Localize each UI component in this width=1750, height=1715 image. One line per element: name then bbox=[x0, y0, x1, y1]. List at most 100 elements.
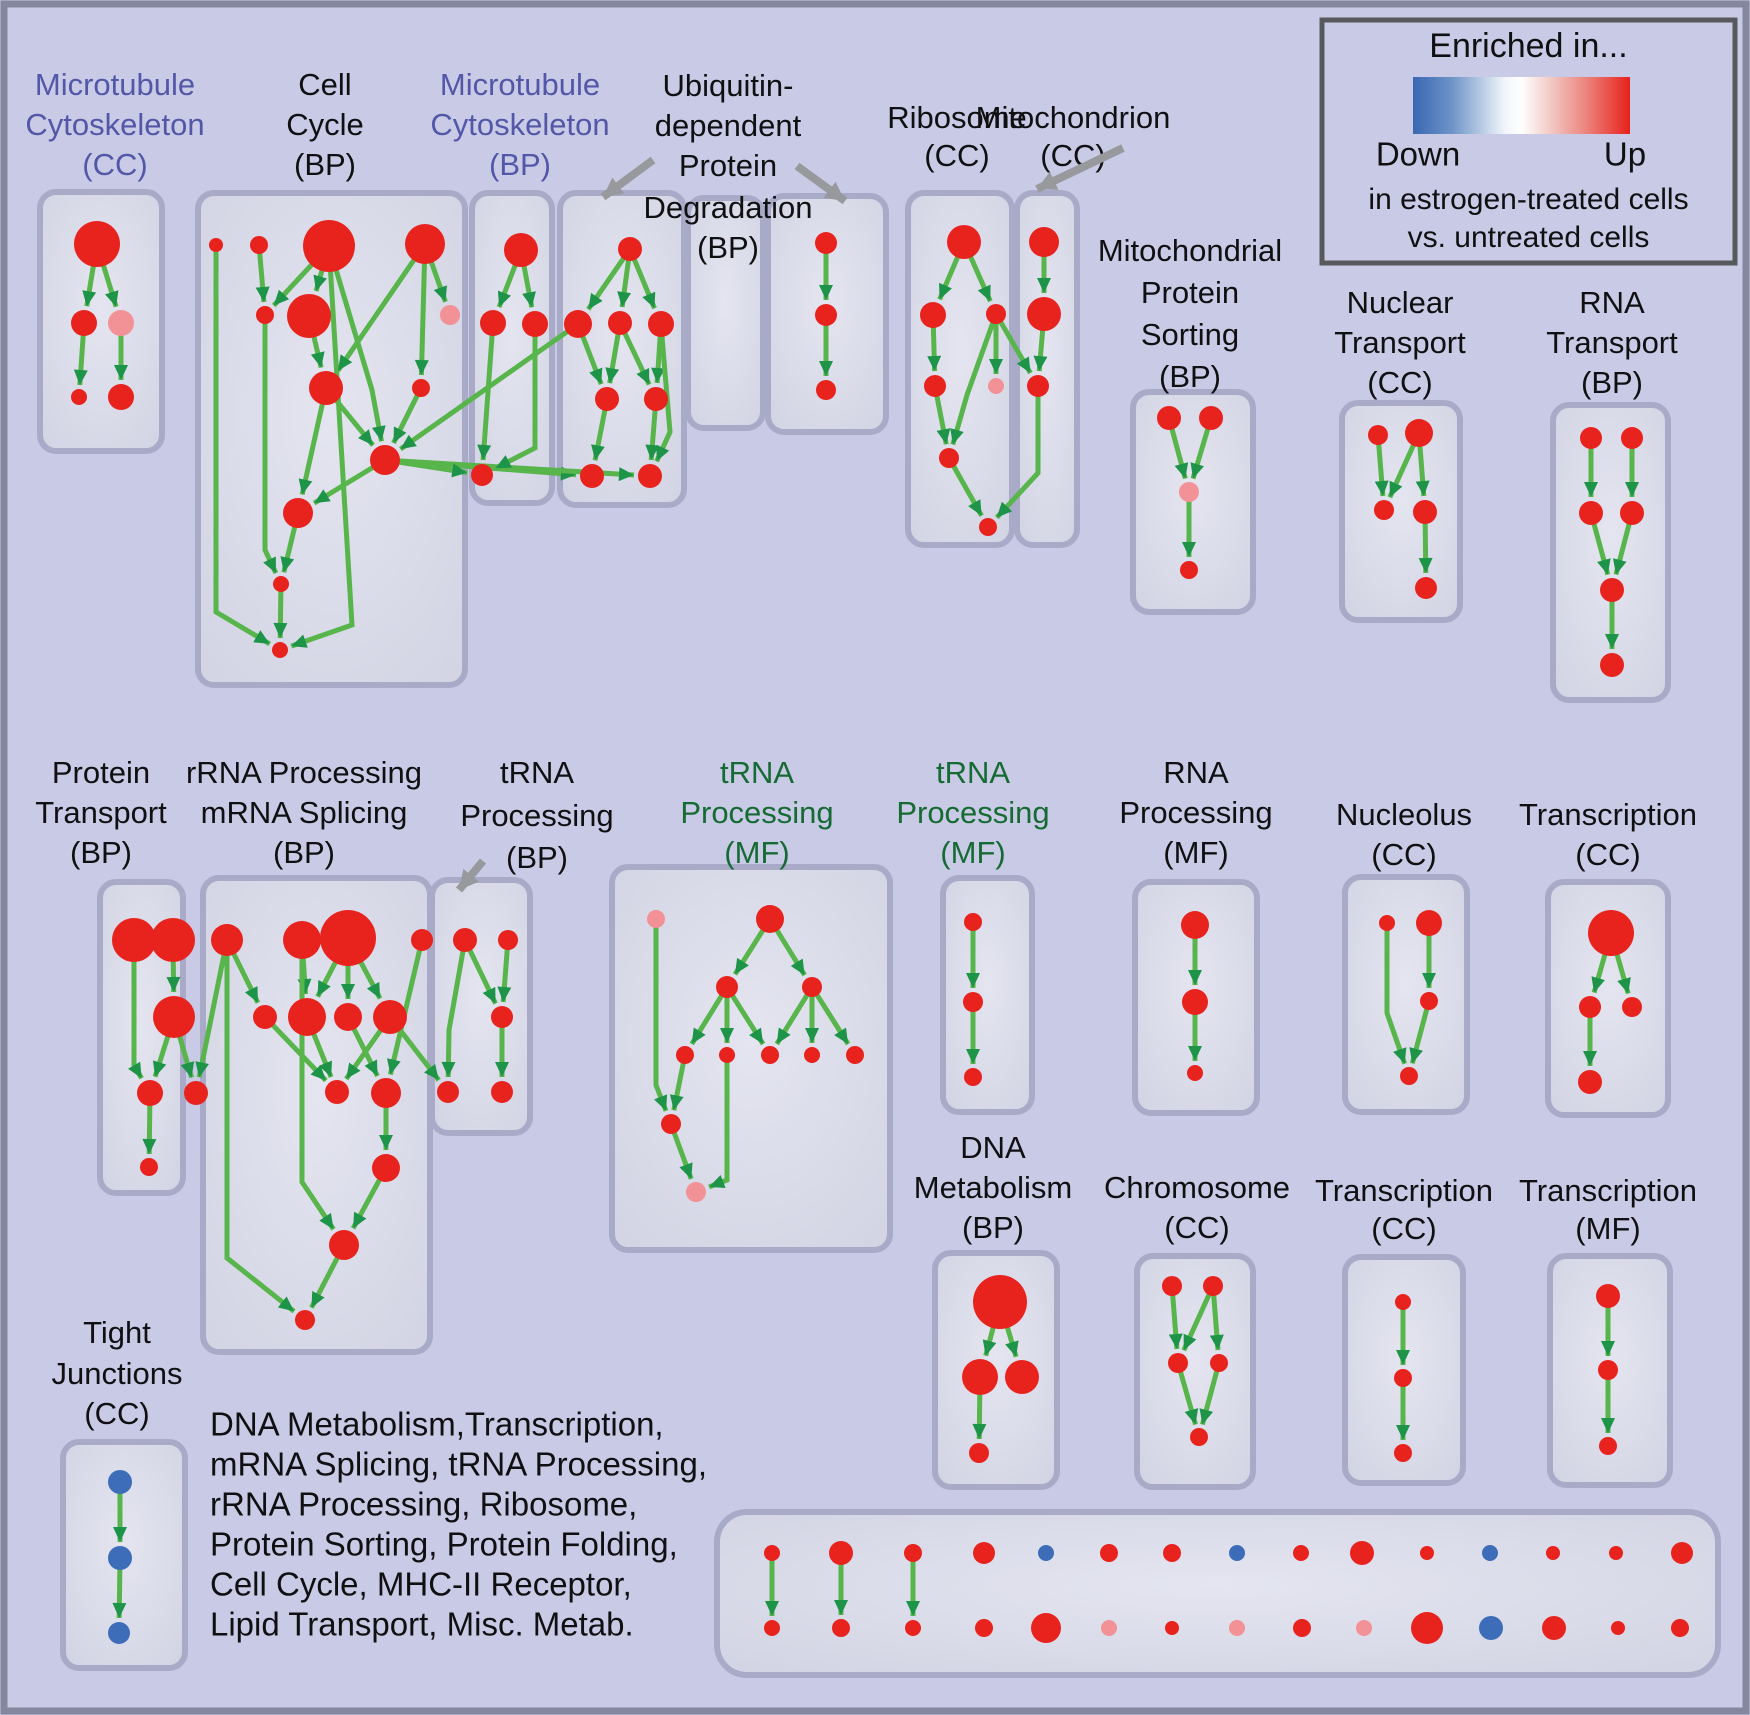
node-pt5 bbox=[184, 1081, 208, 1105]
label-trna-mf-2-line-3: (MF) bbox=[940, 835, 1005, 870]
node-zt6 bbox=[1100, 1544, 1118, 1562]
edge-c8-c11 bbox=[298, 395, 327, 496]
node-mt5 bbox=[108, 384, 134, 410]
label-dna-metabolism-line-3: (BP) bbox=[962, 1210, 1024, 1245]
edge-rt3-rt5 bbox=[1590, 518, 1611, 576]
node-p3 bbox=[1179, 482, 1199, 502]
label-nucleolus-line-1: Nucleolus bbox=[1336, 797, 1472, 832]
node-pt6 bbox=[140, 1158, 158, 1176]
node-rr1 bbox=[211, 924, 243, 956]
edge-f1-f10 bbox=[653, 923, 669, 1112]
node-f7 bbox=[761, 1046, 779, 1064]
node-zt3 bbox=[904, 1544, 922, 1562]
edge-rr11-rr12 bbox=[350, 1172, 385, 1230]
node-pt3 bbox=[153, 996, 195, 1038]
pointer-trna-bp bbox=[455, 858, 487, 893]
label-protein-transport-line-1: Protein bbox=[52, 755, 150, 790]
label-mitochondrion-line-1: Mitochondrion bbox=[976, 100, 1171, 135]
node-zt2 bbox=[829, 1541, 853, 1565]
node-rt2 bbox=[1621, 427, 1643, 449]
edge-r1-r2 bbox=[937, 248, 964, 301]
edge-f3-f5 bbox=[689, 990, 727, 1046]
node-rt1 bbox=[1580, 427, 1602, 449]
label-ubiquitin-line-4: Degradation bbox=[644, 190, 813, 225]
node-zb6 bbox=[1101, 1620, 1117, 1636]
edge-nt1-nt3 bbox=[1374, 439, 1389, 497]
label-rrna-mrna-line-1: rRNA Processing bbox=[186, 755, 422, 790]
node-g1 bbox=[964, 913, 982, 931]
edge-c3-c10 bbox=[330, 257, 386, 442]
node-zt11 bbox=[1420, 1546, 1434, 1560]
edge-f5-f10 bbox=[669, 1058, 687, 1111]
node-zb12 bbox=[1479, 1616, 1503, 1640]
edge-b1-b2 bbox=[586, 252, 629, 311]
node-f4 bbox=[802, 977, 822, 997]
edge-h4-h5 bbox=[1199, 1366, 1221, 1426]
misc-category-text-line-1: DNA Metabolism,Transcription, bbox=[210, 1406, 664, 1443]
edge-nt2-nt3 bbox=[1387, 438, 1419, 499]
node-p2 bbox=[1199, 406, 1223, 430]
edge-mb2-mb4 bbox=[477, 329, 495, 461]
node-d2 bbox=[962, 1359, 998, 1395]
box-ribosome bbox=[905, 190, 1015, 548]
label-microtubule-bp-line-1: Microtubule bbox=[440, 67, 600, 102]
node-c6 bbox=[287, 294, 331, 338]
node-tj3 bbox=[108, 1622, 130, 1644]
node-tp1 bbox=[453, 928, 477, 952]
label-transcription-cc-mid-line-2: (CC) bbox=[1575, 837, 1640, 872]
node-r6 bbox=[939, 448, 959, 468]
label-cell-cycle-line-3: (BP) bbox=[294, 147, 356, 182]
edge-f2-f3 bbox=[732, 923, 769, 976]
legend-box bbox=[1319, 17, 1738, 266]
node-c10 bbox=[370, 445, 400, 475]
node-c11 bbox=[283, 498, 313, 528]
node-rt5 bbox=[1600, 578, 1624, 602]
label-rna-transport-line-2: Transport bbox=[1546, 325, 1678, 360]
node-q1 bbox=[1181, 911, 1209, 939]
node-rr5 bbox=[253, 1005, 277, 1029]
edge-r4-r6 bbox=[933, 390, 951, 445]
edge-m3-r7 bbox=[994, 391, 1041, 520]
node-t1 bbox=[1588, 910, 1634, 956]
node-b6 bbox=[644, 387, 668, 411]
node-mb3 bbox=[522, 311, 548, 337]
edge-f10-f11 bbox=[670, 1127, 694, 1180]
edge-o3-o4 bbox=[1409, 1004, 1431, 1065]
node-zt13 bbox=[1546, 1546, 1560, 1560]
label-trna-bp-line-3: (BP) bbox=[506, 840, 568, 875]
node-zt15 bbox=[1671, 1542, 1693, 1564]
label-trna-mf-2-line-2: Processing bbox=[896, 795, 1049, 830]
edge-tp1-tp3 bbox=[465, 944, 498, 1005]
edge-c8-c10 bbox=[329, 393, 375, 447]
label-rna-transport-line-1: RNA bbox=[1579, 285, 1645, 320]
node-g2 bbox=[963, 992, 983, 1012]
edge-r2-r4 bbox=[927, 321, 942, 372]
label-ribosome-line-1: Ribosome bbox=[887, 100, 1027, 135]
misc-category-text-line-6: Lipid Transport, Misc. Metab. bbox=[210, 1606, 634, 1643]
node-c13 bbox=[272, 642, 288, 658]
node-b1 bbox=[618, 237, 642, 261]
label-mito-sorting-line-1: Mitochondrial bbox=[1098, 233, 1282, 268]
label-trna-mf-1-line-1: tRNA bbox=[720, 755, 794, 790]
node-tj2 bbox=[108, 1546, 132, 1570]
edge-r3-r6 bbox=[950, 317, 997, 446]
label-ribosome-line-2: (CC) bbox=[924, 138, 989, 173]
box-microtubule-cc bbox=[37, 189, 165, 454]
label-protein-transport-line-2: Transport bbox=[35, 795, 167, 830]
edge-tp2-tp3 bbox=[497, 944, 512, 1003]
edge-b1-b3 bbox=[617, 254, 632, 308]
label-tight-junctions-line-1: Tight bbox=[83, 1315, 151, 1350]
node-o2 bbox=[1416, 910, 1442, 936]
node-f9 bbox=[846, 1046, 864, 1064]
label-ubiquitin-line-3: Protein bbox=[679, 148, 777, 183]
label-transcription-cc-mid-line-1: Transcription bbox=[1519, 797, 1697, 832]
label-transcription-cc-bot-line-1: Transcription bbox=[1315, 1173, 1493, 1208]
label-ubiquitin-line-5: (BP) bbox=[697, 230, 759, 265]
node-zt14 bbox=[1609, 1546, 1623, 1560]
node-o4 bbox=[1400, 1067, 1418, 1085]
edge-nt2-nt4 bbox=[1415, 439, 1430, 497]
edge-rr5-rr9 bbox=[267, 1019, 328, 1083]
label-nuclear-transport-line-2: Transport bbox=[1334, 325, 1466, 360]
node-o3 bbox=[1420, 992, 1438, 1010]
